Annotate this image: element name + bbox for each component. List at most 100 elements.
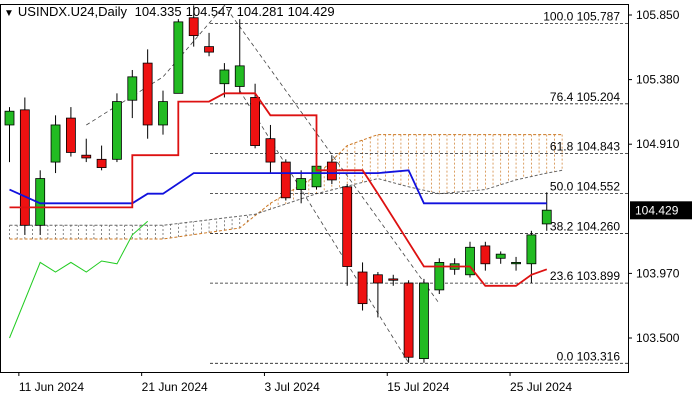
ohlc-low: 104.281 — [236, 4, 284, 19]
candle — [280, 159, 291, 201]
x-tick-label: 15 Jul 2024 — [387, 380, 449, 394]
fib-level-label: 38.2 104.260 — [550, 220, 620, 234]
candle — [81, 138, 92, 163]
x-axis: 11 Jun 2024 21 Jun 2024 3 Jul 2024 15 Jul 2… — [18, 372, 572, 394]
candle — [419, 278, 429, 363]
bullish-candle-body — [511, 262, 521, 265]
candle — [388, 274, 399, 286]
bearish-candle-body — [66, 117, 76, 153]
bearish-candle-body — [280, 161, 291, 199]
candle — [127, 69, 138, 119]
x-tick-label: 3 Jul 2024 — [264, 380, 320, 394]
bullish-candle-body — [541, 209, 552, 225]
fib-level-label: 50.0 104.552 — [550, 179, 620, 193]
bearish-candle-body — [204, 46, 214, 53]
chart-header: ▼ USINDX.U24,Daily 104.335 104.547 104.281 1… — [4, 4, 339, 19]
bullish-candle-body — [173, 21, 184, 94]
triangle-down-icon[interactable]: ▼ — [4, 8, 14, 19]
bearish-candle-body — [388, 278, 399, 281]
ohlc-open: 104.335 — [134, 4, 182, 19]
bullish-candle-body — [526, 234, 537, 265]
bullish-candle-body — [50, 124, 61, 163]
fib-level-label: 76.4 105.204 — [550, 90, 620, 104]
bullish-candle-body — [419, 282, 429, 360]
x-tick-label: 21 Jun 2024 — [142, 380, 208, 394]
bullish-candle-body — [465, 246, 475, 276]
candle — [96, 145, 107, 171]
candle — [403, 280, 414, 363]
candle — [4, 107, 15, 163]
chikou-span-line — [9, 220, 149, 339]
candle — [19, 97, 30, 235]
candle — [480, 241, 491, 271]
kijun-sen-line — [9, 92, 548, 287]
y-tick-label: 103.970 — [636, 266, 680, 280]
candle — [50, 115, 61, 174]
y-tick-label: 103.500 — [636, 331, 680, 345]
candle — [188, 5, 199, 47]
x-tick-label: 25 Jul 2024 — [510, 380, 572, 394]
candle — [204, 32, 214, 57]
bearish-candle-body — [250, 97, 261, 146]
y-tick-label: 105.380 — [636, 73, 680, 87]
y-axis: 105.850 105.380 104.910 103.970 103.500 — [628, 4, 680, 372]
x-tick-label: 11 Jun 2024 — [19, 380, 84, 394]
plot-frame — [0, 4, 629, 373]
candle — [158, 90, 168, 135]
bullish-candle-body — [219, 69, 230, 85]
bearish-candle-body — [372, 274, 383, 284]
bearish-candle-body — [81, 154, 92, 159]
candle — [173, 19, 184, 94]
senkou-span-a-line — [9, 134, 563, 240]
fib-level-label: 100.0 105.787 — [543, 10, 620, 24]
channel-upper-line — [86, 4, 440, 304]
candle — [142, 49, 153, 139]
bullish-candle-body — [296, 178, 307, 190]
candle — [357, 262, 368, 311]
bearish-candle-body — [19, 109, 30, 226]
bearish-candle-body — [188, 17, 199, 37]
bullish-candle-body — [495, 253, 506, 259]
senkou-span-b-line — [9, 169, 563, 226]
candle — [265, 124, 276, 174]
candle — [511, 256, 521, 271]
tenkan-sen-line — [9, 169, 547, 205]
y-tick-label: 104.910 — [636, 137, 680, 151]
symbol-label: USINDX.U24,Daily — [17, 4, 127, 19]
candle — [372, 272, 383, 318]
candle — [219, 63, 230, 98]
ohlc-high: 104.547 — [185, 4, 233, 19]
ohlc-close: 104.429 — [287, 4, 335, 19]
bullish-candle-body — [158, 101, 168, 126]
bearish-candle-body — [265, 138, 276, 163]
candle — [296, 170, 307, 204]
candle — [465, 241, 475, 278]
bullish-candle-body — [4, 110, 15, 126]
candle — [112, 93, 122, 163]
ichimoku-cloud — [9, 134, 563, 240]
bearish-candle-body — [142, 62, 153, 126]
bullish-candle-body — [434, 262, 445, 291]
price-tag-box — [630, 201, 692, 220]
y-tick-label: 105.850 — [636, 8, 680, 22]
fibonacci-levels: 100.0 105.787 76.4 105.204 61.8 104.843 50.… — [210, 10, 628, 364]
channel-lower-line — [239, 90, 409, 363]
bearish-candle-body — [403, 282, 414, 358]
current-price-tag: 104.429 — [630, 201, 692, 220]
bearish-candle-body — [480, 245, 491, 265]
bearish-candle-body — [96, 158, 107, 168]
candle — [541, 192, 552, 231]
bullish-candle-body — [234, 65, 245, 87]
candle — [66, 107, 76, 157]
bullish-candle-body — [112, 101, 122, 160]
candle — [342, 184, 353, 286]
price-tag-text: 104.429 — [635, 203, 679, 217]
fib-level-label: 23.6 103.899 — [550, 269, 620, 283]
fib-level-label: 61.8 104.843 — [550, 139, 620, 153]
bullish-candle-body — [127, 76, 138, 101]
fib-level-label: 0.0 103.316 — [557, 349, 621, 363]
candles — [4, 5, 552, 363]
candle — [234, 19, 245, 94]
bearish-candle-body — [342, 186, 353, 267]
